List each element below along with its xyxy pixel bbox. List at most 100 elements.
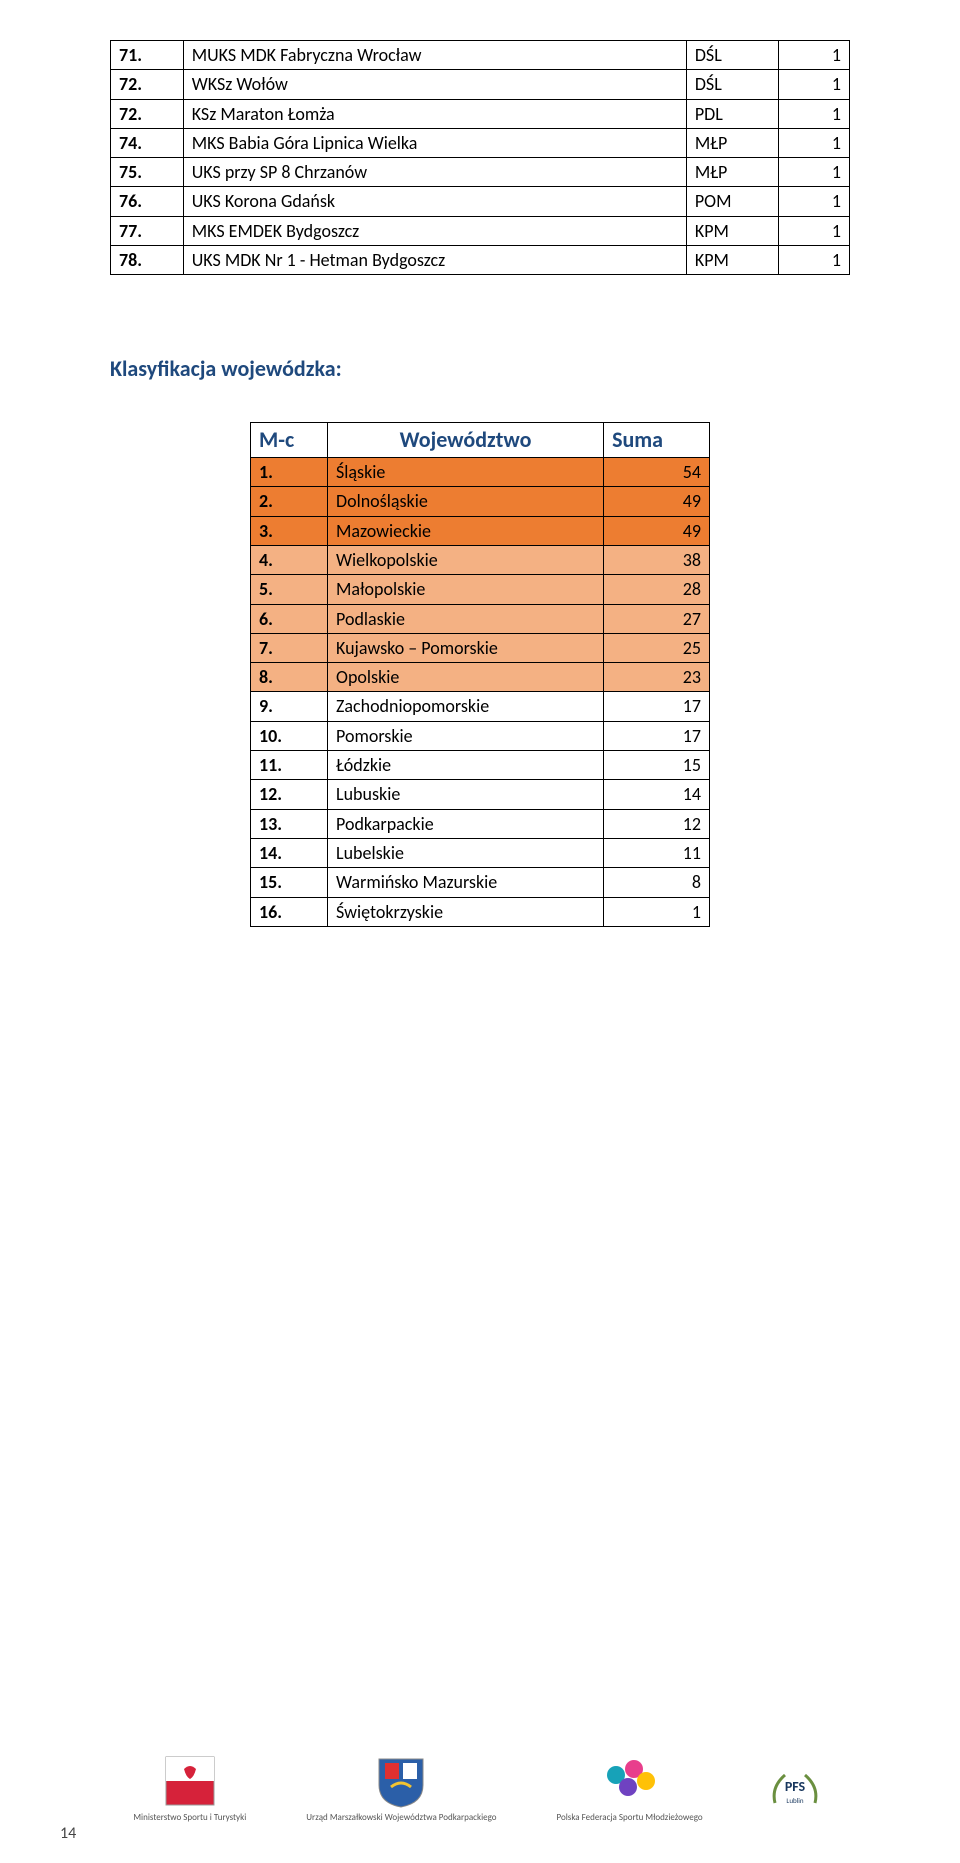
cell-club-name: MUKS MDK Fabryczna Wrocław [183, 41, 686, 70]
cell-voivodeship: Podkarpackie [328, 809, 604, 838]
cell-number: 71. [111, 41, 184, 70]
cell-club-name: UKS Korona Gdańsk [183, 187, 686, 216]
coat-of-arms-icon [373, 1753, 429, 1809]
cell-sum: 28 [604, 575, 710, 604]
table-row: 78.UKS MDK Nr 1 - Hetman BydgoszczKPM1 [111, 246, 850, 275]
table-row: 7.Kujawsko – Pomorskie25 [251, 633, 710, 662]
cell-sum: 17 [604, 692, 710, 721]
cell-voivodeship: Pomorskie [328, 721, 604, 750]
logo-pfs: Polska Federacja Sportu Młodzieżowego [557, 1753, 703, 1823]
table-row: 14.Lubelskie11 [251, 838, 710, 867]
table-row: 72.WKSz WołówDŚL1 [111, 70, 850, 99]
cell-rank: 10. [251, 721, 328, 750]
table-row: 76.UKS Korona GdańskPOM1 [111, 187, 850, 216]
cell-region: KPM [686, 216, 778, 245]
table-row: 8.Opolskie23 [251, 663, 710, 692]
cell-region: POM [686, 187, 778, 216]
cell-voivodeship: Kujawsko – Pomorskie [328, 633, 604, 662]
cell-rank: 8. [251, 663, 328, 692]
cell-sum: 25 [604, 633, 710, 662]
cell-rank: 12. [251, 780, 328, 809]
cell-club-name: MKS EMDEK Bydgoszcz [183, 216, 686, 245]
cell-value: 1 [778, 187, 849, 216]
cell-voivodeship: Lubelskie [328, 838, 604, 867]
pfsm-icon [600, 1753, 660, 1809]
logo-caption: Urząd Marszałkowski Województwa Podkarpa… [306, 1813, 496, 1823]
table-row: 4.Wielkopolskie38 [251, 545, 710, 574]
cell-voivodeship: Opolskie [328, 663, 604, 692]
cell-voivodeship: Mazowieckie [328, 516, 604, 545]
cell-voivodeship: Lubuskie [328, 780, 604, 809]
cell-rank: 6. [251, 604, 328, 633]
cell-voivodeship: Śląskie [328, 458, 604, 487]
table-row: 2.Dolnośląskie49 [251, 487, 710, 516]
cell-rank: 9. [251, 692, 328, 721]
cell-sum: 27 [604, 604, 710, 633]
footer: Ministerstwo Sportu i Turystyki Urząd Ma… [0, 1753, 960, 1823]
table-header-row: M-c Województwo Suma [251, 423, 710, 458]
cell-club-name: WKSz Wołów [183, 70, 686, 99]
cell-sum: 17 [604, 721, 710, 750]
cell-sum: 23 [604, 663, 710, 692]
cell-region: MŁP [686, 128, 778, 157]
cell-sum: 38 [604, 545, 710, 574]
cell-sum: 1 [604, 897, 710, 926]
table-row: 3.Mazowieckie49 [251, 516, 710, 545]
cell-rank: 11. [251, 751, 328, 780]
cell-voivodeship: Warmińsko Mazurskie [328, 868, 604, 897]
cell-sum: 49 [604, 487, 710, 516]
cell-rank: 5. [251, 575, 328, 604]
cell-rank: 2. [251, 487, 328, 516]
cell-voivodeship: Zachodniopomorskie [328, 692, 604, 721]
table-row: 5.Małopolskie28 [251, 575, 710, 604]
cell-sum: 49 [604, 516, 710, 545]
table-row: 77.MKS EMDEK BydgoszczKPM1 [111, 216, 850, 245]
cell-region: DŚL [686, 41, 778, 70]
cell-number: 76. [111, 187, 184, 216]
cell-sum: 14 [604, 780, 710, 809]
cell-voivodeship: Podlaskie [328, 604, 604, 633]
cell-value: 1 [778, 128, 849, 157]
cell-value: 1 [778, 70, 849, 99]
emblem-icon [162, 1753, 218, 1809]
page-number: 14 [60, 1824, 76, 1843]
table-row: 11.Łódzkie15 [251, 751, 710, 780]
logo-urzad-marszalkowski: Urząd Marszałkowski Województwa Podkarpa… [306, 1753, 496, 1823]
cell-club-name: KSz Maraton Łomża [183, 99, 686, 128]
cell-number: 78. [111, 246, 184, 275]
svg-text:Lublin: Lublin [786, 1796, 804, 1805]
table-row: 13.Podkarpackie12 [251, 809, 710, 838]
cell-value: 1 [778, 216, 849, 245]
cell-rank: 13. [251, 809, 328, 838]
cell-club-name: UKS przy SP 8 Chrzanów [183, 158, 686, 187]
cell-rank: 1. [251, 458, 328, 487]
header-suma: Suma [604, 423, 710, 458]
voivodeship-table: M-c Województwo Suma 1.Śląskie542.Dolnoś… [250, 422, 710, 926]
table-row: 74.MKS Babia Góra Lipnica WielkaMŁP1 [111, 128, 850, 157]
cell-value: 1 [778, 246, 849, 275]
section-title: Klasyfikacja wojewódzka: [110, 355, 850, 382]
cell-region: MŁP [686, 158, 778, 187]
cell-number: 77. [111, 216, 184, 245]
cell-sum: 11 [604, 838, 710, 867]
table-row: 10.Pomorskie17 [251, 721, 710, 750]
table-row: 1.Śląskie54 [251, 458, 710, 487]
cell-rank: 14. [251, 838, 328, 867]
header-mc: M-c [251, 423, 328, 458]
cell-region: DŚL [686, 70, 778, 99]
cell-number: 75. [111, 158, 184, 187]
cell-region: PDL [686, 99, 778, 128]
cell-club-name: UKS MDK Nr 1 - Hetman Bydgoszcz [183, 246, 686, 275]
cell-club-name: MKS Babia Góra Lipnica Wielka [183, 128, 686, 157]
cell-value: 1 [778, 158, 849, 187]
cell-number: 72. [111, 70, 184, 99]
cell-rank: 7. [251, 633, 328, 662]
cell-rank: 4. [251, 545, 328, 574]
header-wojewodztwo: Województwo [328, 423, 604, 458]
table-row: 16.Świętokrzyskie1 [251, 897, 710, 926]
cell-sum: 54 [604, 458, 710, 487]
table-row: 15.Warmińsko Mazurskie8 [251, 868, 710, 897]
logo-caption: Polska Federacja Sportu Młodzieżowego [557, 1813, 703, 1823]
table-row: 75.UKS przy SP 8 ChrzanówMŁP1 [111, 158, 850, 187]
cell-rank: 16. [251, 897, 328, 926]
